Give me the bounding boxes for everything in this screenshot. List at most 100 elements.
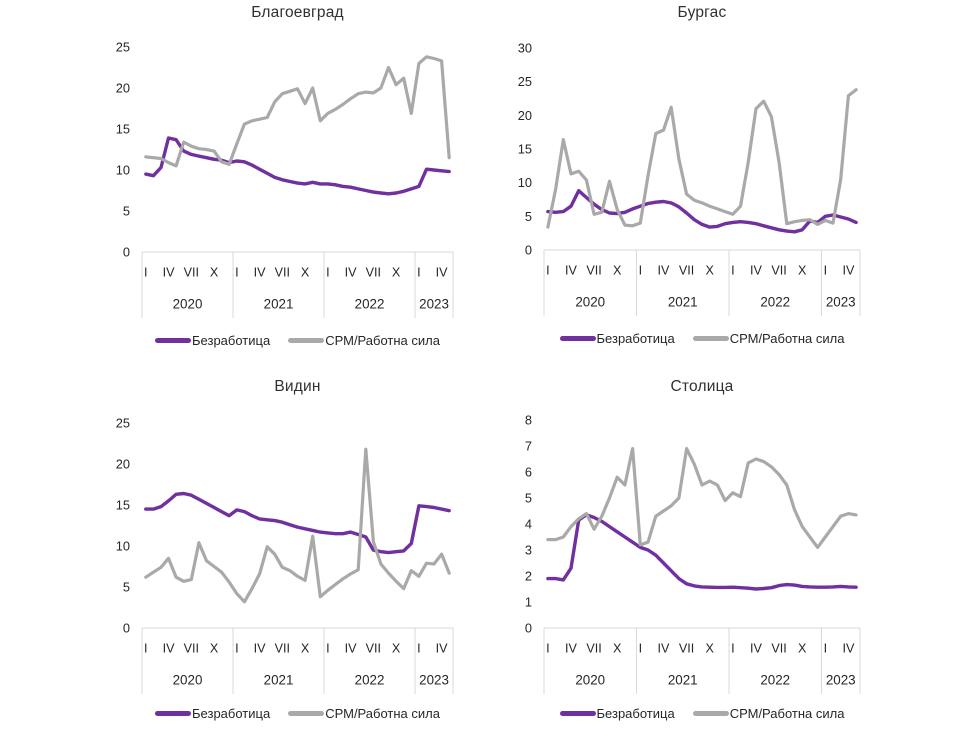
year-label: 2021 (668, 673, 698, 688)
year-label: 2021 (668, 295, 698, 310)
month-tick-label: X (613, 263, 622, 277)
year-label: 2021 (264, 297, 294, 312)
month-tick-label: VII (275, 641, 290, 655)
year-label: 2020 (173, 673, 203, 688)
srm-line (546, 447, 858, 550)
month-tick-label: IV (254, 265, 266, 279)
month-tick-label: IV (658, 263, 670, 277)
y-tick-label: 1 (525, 594, 532, 609)
month-tick-label: X (798, 263, 807, 277)
month-tick-label: I (731, 263, 735, 277)
month-tick-label: X (706, 263, 715, 277)
month-tick-label: IV (345, 641, 357, 655)
month-tick-label: I (639, 263, 643, 277)
month-tick-label: IV (254, 641, 266, 655)
chart-burgas: 0 5 10 15 20 25 30 I IV VII X 2020 I IV VII X 2021 I IV VII… (518, 40, 861, 316)
month-tick-label: VII (679, 641, 694, 655)
y-tick-label: 15 (116, 121, 130, 136)
legend-label: Безработица (192, 706, 271, 721)
month-tick-label: I (546, 641, 550, 655)
year-label: 2021 (264, 673, 294, 688)
unemployment-line (546, 188, 858, 234)
y-tick-label: 10 (116, 538, 130, 553)
y-tick-label: 10 (116, 162, 130, 177)
month-tick-label: X (301, 265, 310, 279)
month-tick-label: I (731, 641, 735, 655)
y-tick-label: 5 (525, 209, 532, 224)
srm-line (144, 447, 451, 604)
chart-legend: Безработица СРМ/Работна сила (142, 706, 453, 721)
y-tick-label: 3 (525, 542, 532, 557)
y-tick-label: 15 (116, 497, 130, 512)
month-tick-label: IV (842, 263, 854, 277)
month-tick-label: VII (275, 265, 290, 279)
month-tick-label: IV (163, 265, 175, 279)
month-tick-label: I (546, 263, 550, 277)
y-tick-label: 5 (525, 490, 532, 505)
month-tick-label: IV (565, 641, 577, 655)
chart-blagoevgrad: 0 5 10 15 20 25 I IV VII X 2020 I IV VII X 2021 I IV VII X 2… (116, 39, 454, 318)
year-label: 2022 (355, 297, 385, 312)
month-tick-label: VII (679, 263, 694, 277)
legend-entry: СРМ/Работна сила (692, 706, 845, 721)
legend-swatch-unemployment (155, 338, 192, 343)
month-tick-label: VII (771, 641, 786, 655)
month-tick-label: I (235, 265, 239, 279)
y-tick-label: 0 (525, 242, 532, 257)
month-tick-label: I (824, 641, 828, 655)
chart-legend: Безработица СРМ/Работна сила (544, 706, 860, 721)
legend-entry: Безработица (155, 706, 270, 721)
legend-swatch-srm (288, 338, 325, 343)
legend-swatch-unemployment (155, 711, 192, 716)
unemployment-line (144, 136, 451, 196)
month-tick-label: IV (750, 641, 762, 655)
month-tick-label: X (301, 641, 310, 655)
srm-line (546, 88, 858, 229)
y-tick-label: 25 (116, 39, 130, 54)
month-tick-label: VII (366, 641, 381, 655)
year-label: 2023 (826, 295, 856, 310)
chart-legend: Безработица СРМ/Работна сила (142, 333, 453, 348)
legend-label: Безработица (192, 333, 271, 348)
month-tick-label: X (392, 641, 401, 655)
y-tick-label: 8 (525, 412, 532, 427)
y-tick-label: 0 (525, 620, 532, 635)
y-tick-label: 5 (123, 203, 130, 218)
month-tick-label: IV (842, 641, 854, 655)
y-tick-label: 15 (518, 141, 532, 156)
y-tick-label: 10 (518, 175, 532, 190)
legend-label: СРМ/Работна сила (325, 333, 440, 348)
unemployment-line (144, 491, 451, 555)
legend-label: Безработица (596, 706, 675, 721)
month-tick-label: I (326, 641, 330, 655)
month-tick-label: X (210, 641, 219, 655)
month-tick-label: I (326, 265, 330, 279)
y-tick-label: 25 (116, 415, 130, 430)
chart-title: Видин (274, 378, 321, 395)
legend-label: Безработица (596, 331, 675, 346)
y-tick-label: 4 (525, 516, 532, 531)
month-tick-label: X (613, 641, 622, 655)
y-tick-label: 20 (116, 80, 130, 95)
month-tick-label: X (706, 641, 715, 655)
y-tick-label: 7 (525, 438, 532, 453)
y-tick-label: 20 (116, 456, 130, 471)
month-tick-label: X (210, 265, 219, 279)
chart-vidin: 0 5 10 15 20 25 I IV VII X 2020 I IV VII X 2021 I IV VII X 2… (116, 415, 454, 694)
month-tick-label: IV (436, 641, 448, 655)
month-tick-label: IV (658, 641, 670, 655)
legend-swatch-srm (692, 336, 729, 341)
month-tick-label: IV (436, 265, 448, 279)
month-tick-label: IV (163, 641, 175, 655)
legend-label: СРМ/Работна сила (729, 706, 845, 721)
year-label: 2020 (575, 295, 605, 310)
srm-line (144, 55, 451, 168)
legend-swatch-srm (692, 711, 729, 716)
legend-entry: Безработица (155, 333, 270, 348)
legend-swatch-srm (288, 711, 325, 716)
month-tick-label: I (144, 265, 148, 279)
legend-label: СРМ/Работна сила (729, 331, 845, 346)
y-tick-label: 5 (123, 579, 130, 594)
year-label: 2023 (419, 673, 449, 688)
